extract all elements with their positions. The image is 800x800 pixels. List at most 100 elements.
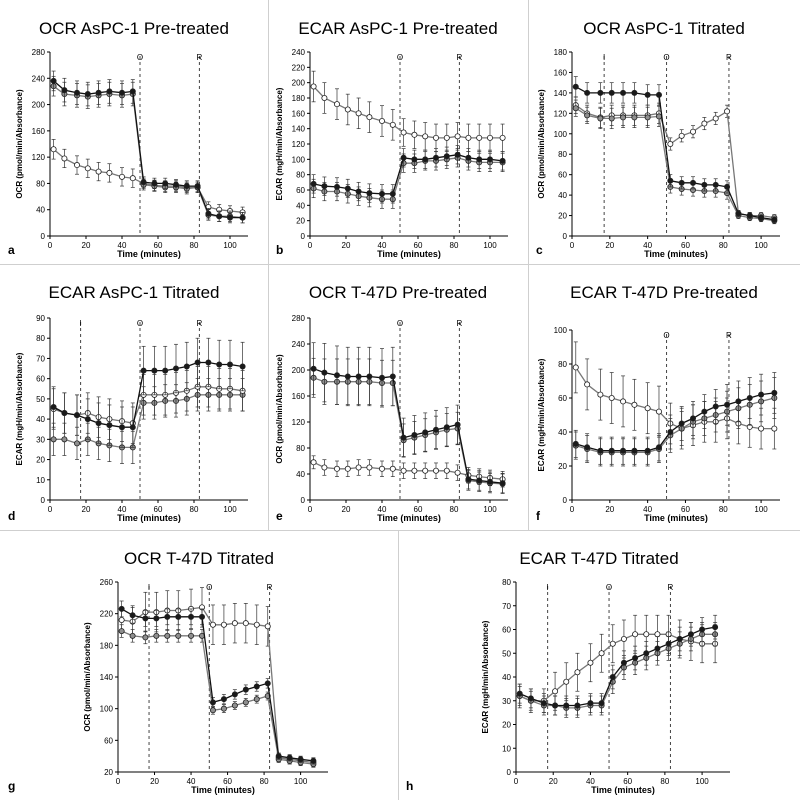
series-line bbox=[575, 86, 775, 221]
marker-label: R bbox=[267, 583, 273, 592]
data-point bbox=[735, 398, 742, 405]
chart-a: OCR AsPC-1 Pre-treated040801201602002402… bbox=[8, 19, 248, 259]
chart-f: ECAR T-47D Pre-treated 0 20 40 60 80 100 0 20 40 6… bbox=[536, 283, 780, 523]
y-tick-label: 90 bbox=[36, 314, 45, 323]
y-tick-label: 160 bbox=[32, 127, 46, 136]
data-point bbox=[162, 367, 169, 374]
data-point bbox=[654, 645, 661, 652]
data-point bbox=[106, 169, 113, 176]
data-point bbox=[465, 154, 472, 161]
x-tick-label: 40 bbox=[586, 777, 595, 786]
data-point bbox=[61, 87, 68, 94]
data-point bbox=[286, 754, 293, 761]
x-tick-label: 20 bbox=[549, 777, 558, 786]
y-tick-label: 240 bbox=[292, 48, 306, 57]
data-point bbox=[389, 373, 396, 380]
y-tick-label: 220 bbox=[292, 63, 306, 72]
data-point bbox=[724, 183, 731, 190]
series-white bbox=[310, 455, 506, 488]
data-point bbox=[129, 424, 136, 431]
data-point bbox=[194, 183, 201, 190]
y-tick-label: 80 bbox=[36, 334, 45, 343]
series-line bbox=[575, 367, 775, 430]
y-tick-label: 60 bbox=[104, 736, 113, 745]
y-tick-label: 20 bbox=[558, 212, 567, 221]
data-point bbox=[74, 162, 81, 169]
x-tick-label: 80 bbox=[719, 241, 728, 250]
data-point bbox=[476, 477, 483, 484]
data-point bbox=[620, 659, 627, 666]
y-tick-label: 280 bbox=[32, 48, 46, 57]
x-tick-label: 0 bbox=[570, 241, 575, 250]
x-tick-label: 80 bbox=[190, 505, 199, 514]
y-tick-label: 60 bbox=[558, 171, 567, 180]
data-point bbox=[333, 465, 340, 472]
data-point bbox=[454, 151, 461, 158]
y-tick-label: 100 bbox=[292, 155, 306, 164]
data-point bbox=[209, 621, 216, 628]
y-tick-label: 60 bbox=[36, 375, 45, 384]
x-tick-label: 40 bbox=[378, 505, 387, 514]
marker-label: R bbox=[726, 331, 732, 340]
data-point bbox=[584, 381, 591, 388]
data-point bbox=[188, 632, 195, 639]
data-point bbox=[164, 613, 171, 620]
data-point bbox=[584, 89, 591, 96]
marker-label: O bbox=[137, 53, 143, 62]
y-tick-label: 80 bbox=[296, 171, 305, 180]
data-point bbox=[253, 621, 260, 628]
series-line bbox=[53, 148, 243, 213]
series-grey bbox=[50, 75, 246, 224]
data-point bbox=[712, 403, 719, 410]
series-line bbox=[53, 394, 243, 449]
x-tick-label: 0 bbox=[570, 505, 575, 514]
y-tick-label: 0 bbox=[507, 768, 512, 777]
data-point bbox=[758, 391, 765, 398]
data-point bbox=[310, 180, 317, 187]
chart-b: ECAR AsPC-1 Pre-treated 0 20 40 60 80 100 120 14… bbox=[275, 19, 508, 259]
data-point bbox=[597, 391, 604, 398]
data-point bbox=[400, 154, 407, 161]
data-point bbox=[620, 398, 627, 405]
data-point bbox=[687, 631, 694, 638]
y-tick-label: 40 bbox=[296, 470, 305, 479]
data-point bbox=[183, 183, 190, 190]
x-tick-label: 80 bbox=[660, 777, 669, 786]
x-tick-label: 0 bbox=[308, 505, 313, 514]
data-point bbox=[499, 480, 506, 487]
data-point bbox=[655, 444, 662, 451]
data-point bbox=[631, 447, 638, 454]
x-tick-label: 80 bbox=[260, 777, 269, 786]
data-point bbox=[667, 177, 674, 184]
y-axis-label: ECAR (mgH/min/Absorbance) bbox=[481, 620, 490, 733]
data-point bbox=[378, 465, 385, 472]
y-tick-label: 0 bbox=[301, 232, 306, 241]
data-point bbox=[389, 190, 396, 197]
data-point bbox=[422, 467, 429, 474]
x-tick-label: 40 bbox=[643, 505, 652, 514]
data-point bbox=[563, 678, 570, 685]
data-point bbox=[574, 669, 581, 676]
data-point bbox=[644, 114, 651, 121]
marker-label: R bbox=[668, 583, 674, 592]
data-point bbox=[366, 373, 373, 380]
data-point bbox=[540, 700, 547, 707]
series-white bbox=[50, 139, 246, 218]
data-point bbox=[142, 634, 149, 641]
series-line bbox=[575, 107, 775, 222]
data-point bbox=[231, 702, 238, 709]
data-point bbox=[563, 702, 570, 709]
divider-horizontal-2 bbox=[0, 530, 800, 531]
y-axis-label: ECAR (mgH/min/Absorbance) bbox=[537, 358, 546, 471]
x-tick-label: 20 bbox=[605, 505, 614, 514]
chart-h: ECAR T-47D Titrated 0 10 20 30 40 50 60 70 80 0 20 4… bbox=[406, 549, 730, 795]
series-black bbox=[310, 145, 506, 204]
x-tick-label: 20 bbox=[342, 505, 351, 514]
x-tick-label: 60 bbox=[681, 241, 690, 250]
data-point bbox=[321, 369, 328, 376]
y-tick-label: 20 bbox=[104, 768, 113, 777]
series-black bbox=[50, 337, 246, 448]
data-point bbox=[499, 134, 506, 141]
data-point bbox=[631, 401, 638, 408]
